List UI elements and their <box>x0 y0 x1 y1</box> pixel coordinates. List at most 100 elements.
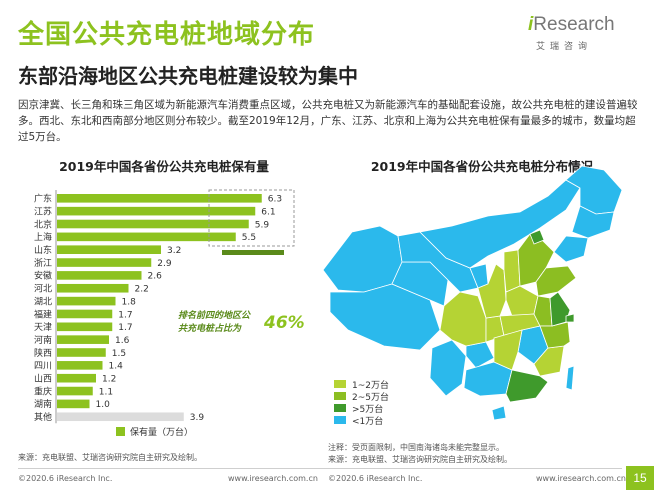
footer-copyright-right: ©2020.6 iResearch Inc. <box>328 474 423 483</box>
region-guizhou <box>465 341 495 369</box>
map-regions <box>322 165 623 421</box>
region-henan <box>505 285 539 317</box>
category-label: 江苏 <box>34 205 52 217</box>
page-subtitle: 东部沿海地区公共充电桩建设较为集中 <box>18 64 358 88</box>
annotation-value: 46% <box>263 313 305 333</box>
category-label: 四川 <box>34 362 52 372</box>
data-label: 2.2 <box>135 285 149 295</box>
data-label: 3.2 <box>167 246 181 256</box>
bar <box>57 271 142 280</box>
bar <box>57 258 152 267</box>
data-label: 1.1 <box>99 387 113 397</box>
annotation-text: 排名前四的地区公 <box>178 310 251 321</box>
category-label: 河北 <box>34 283 52 295</box>
data-label: 5.5 <box>242 233 256 243</box>
region-hebei <box>517 233 555 287</box>
data-label: 2.9 <box>157 259 172 269</box>
bar-source: 来源：充电联盟、艾瑞咨询研究院自主研究及绘制。 <box>18 452 202 462</box>
category-label: 浙江 <box>34 257 52 269</box>
region-tibet <box>329 283 441 351</box>
category-label: 河南 <box>34 334 52 346</box>
region-guangdong <box>505 369 549 403</box>
page-title: 全国公共充电桩地域分布 <box>18 20 316 50</box>
region-sichuan <box>439 291 487 347</box>
map-legend-label: <1万台 <box>352 415 383 427</box>
region-shanghai <box>565 313 575 323</box>
bar <box>57 322 113 332</box>
data-label: 1.2 <box>102 375 116 385</box>
data-label: 1.7 <box>118 310 132 320</box>
data-label: 1.5 <box>112 349 126 359</box>
data-label: 2.6 <box>148 272 163 282</box>
map-legend-swatch <box>334 404 346 412</box>
region-jiangxi <box>517 325 549 365</box>
category-label: 山东 <box>34 244 52 256</box>
bar <box>57 335 109 344</box>
category-label: 福建 <box>34 308 52 320</box>
top4-highlight-box <box>208 189 295 247</box>
category-label: 湖北 <box>34 296 52 307</box>
category-label: 上海 <box>34 231 52 243</box>
region-gansu <box>397 231 479 293</box>
data-label: 1.7 <box>118 323 132 333</box>
category-label: 山西 <box>34 374 52 385</box>
map-legend-label: 2~5万台 <box>352 391 389 403</box>
footer-url: www.iresearch.com.cn <box>228 474 318 483</box>
category-label: 湖南 <box>34 398 52 410</box>
bar <box>57 245 161 254</box>
bar <box>57 232 236 242</box>
footer-copyright: ©2020.6 iResearch Inc. <box>18 474 113 483</box>
map-legend-swatch <box>334 416 346 424</box>
category-label: 其他 <box>34 411 52 423</box>
region-ningxia <box>469 263 489 289</box>
map-title: 2019年中国各省份公共充电桩分布情况 <box>370 159 594 174</box>
region-anhui <box>533 295 553 327</box>
data-label: 5.9 <box>255 220 270 230</box>
map-legend-label: >5万台 <box>352 403 383 415</box>
region-shaanxi <box>477 263 507 319</box>
region-xinjiang <box>322 225 403 293</box>
map-source: 来源：充电联盟、艾瑞咨询研究院自主研究及绘制。 <box>328 454 512 464</box>
bar <box>57 309 113 319</box>
bar <box>57 348 106 357</box>
category-label: 北京 <box>34 218 52 230</box>
data-label: 1.8 <box>122 297 137 307</box>
region-qinghai <box>391 261 449 307</box>
footer-url-right: www.iresearch.com.cn <box>536 474 626 483</box>
legend-label: 保有量（万台） <box>130 426 193 438</box>
region-shandong <box>535 265 577 297</box>
bar <box>57 373 96 383</box>
region-chongqing <box>485 315 505 343</box>
region-liaoning <box>553 235 589 263</box>
data-label: 6.1 <box>261 207 275 217</box>
data-label: 1.0 <box>96 400 111 410</box>
map-legend-swatch <box>334 392 346 400</box>
category-label: 陕西 <box>34 347 52 359</box>
region-hainan <box>491 405 507 421</box>
logo-wordmark: iResearch <box>528 14 615 35</box>
region-inner-mongolia <box>419 179 581 269</box>
map-legend-label: 1~2万台 <box>352 379 389 391</box>
region-hunan <box>493 329 523 371</box>
data-label: 1.4 <box>109 362 124 372</box>
footer-divider <box>18 468 622 469</box>
bar <box>57 194 262 203</box>
bar <box>57 412 184 422</box>
region-hubei <box>499 313 541 337</box>
region-yunnan <box>429 339 467 397</box>
bar <box>57 206 256 216</box>
bar <box>57 361 103 370</box>
region-tianjin <box>537 243 547 257</box>
top4-underline <box>222 250 284 255</box>
region-jilin <box>571 205 615 239</box>
region-fujian <box>533 345 565 377</box>
logo-subtitle: 艾瑞咨询 <box>536 42 593 52</box>
description-text: 因京津冀、长三角和珠三角区域为新能源汽车消费重点区域，公共充电桩又为新能源汽车的… <box>18 99 638 143</box>
bar <box>57 399 90 409</box>
annotation-text-2: 共充电桩占比为 <box>178 323 242 334</box>
bar <box>57 283 129 293</box>
iresearch-logo: iResearch 艾瑞咨询 <box>528 14 638 54</box>
bar-chart-title: 2019年中国各省份公共充电桩保有量 <box>59 159 269 174</box>
bar <box>57 386 93 396</box>
region-guangxi <box>463 361 513 397</box>
